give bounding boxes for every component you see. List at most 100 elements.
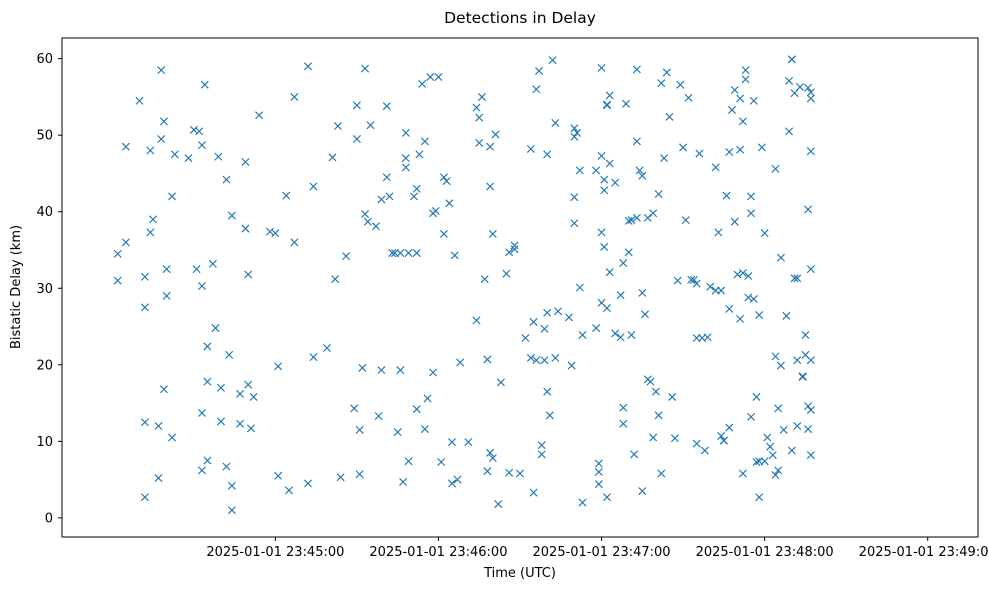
data-point (480, 275, 489, 284)
chart-title: Detections in Delay (444, 9, 596, 27)
data-point (605, 159, 614, 168)
y-tick-label: 30 (36, 282, 53, 297)
data-point (760, 229, 769, 238)
data-point (168, 192, 177, 201)
data-point (246, 424, 255, 433)
data-point (409, 192, 419, 201)
data-point (225, 350, 234, 359)
data-point (434, 73, 443, 82)
data-point (752, 457, 761, 467)
data-point (377, 366, 386, 375)
data-point (728, 105, 737, 114)
data-point (638, 288, 647, 297)
data-point (323, 343, 332, 352)
data-point (420, 425, 429, 434)
data-point (227, 506, 236, 515)
data-point (412, 184, 421, 193)
data-point (442, 177, 451, 186)
data-point (632, 213, 641, 222)
data-point (738, 117, 747, 126)
data-point (600, 186, 609, 195)
data-point (423, 394, 432, 403)
data-point (396, 366, 405, 375)
data-point (342, 252, 351, 261)
data-point (570, 193, 579, 202)
data-point (787, 446, 796, 455)
data-point (222, 175, 231, 184)
data-point (483, 467, 492, 476)
data-point (113, 276, 122, 285)
data-point (309, 182, 318, 191)
data-point (545, 411, 554, 420)
data-point (526, 144, 535, 153)
data-point (333, 122, 342, 131)
data-point (227, 211, 236, 220)
data-point (543, 150, 552, 159)
data-point (483, 355, 492, 364)
data-point (741, 75, 750, 84)
data-point (755, 311, 764, 320)
data-point (543, 308, 552, 317)
data-point (445, 199, 454, 208)
data-point (477, 92, 486, 101)
x-tick-label: 2025-01-01 23:45:00 (206, 545, 344, 560)
data-point (488, 229, 497, 238)
data-point (146, 146, 155, 155)
data-point (627, 216, 636, 225)
data-point (227, 481, 236, 490)
data-point (366, 121, 375, 130)
data-point (600, 175, 609, 184)
data-point (265, 227, 274, 236)
data-point (592, 166, 601, 175)
data-point (749, 96, 758, 105)
data-point (730, 86, 739, 95)
data-point (679, 143, 688, 152)
data-point (722, 191, 731, 200)
data-point (540, 324, 549, 333)
y-axis-title: Bistatic Delay (km) (9, 225, 24, 349)
data-point (448, 479, 457, 488)
data-point (638, 171, 647, 180)
data-point (486, 142, 495, 151)
data-point (475, 138, 484, 147)
data-point (431, 206, 440, 215)
data-point (662, 68, 671, 77)
data-point (619, 419, 628, 428)
data-point (774, 404, 783, 413)
data-point (159, 117, 168, 126)
data-point (719, 436, 728, 445)
data-point (529, 488, 538, 497)
data-point (244, 270, 253, 279)
data-point (399, 477, 408, 486)
data-point (741, 66, 750, 75)
data-point (543, 387, 552, 396)
data-point (592, 324, 601, 333)
data-point (197, 466, 206, 475)
data-point (575, 166, 584, 175)
data-point (374, 412, 383, 421)
x-tick-label: 2025-01-01 23:48:00 (696, 545, 834, 560)
data-point (684, 93, 693, 102)
data-point (464, 438, 473, 447)
data-point (448, 438, 457, 447)
data-point (594, 467, 603, 476)
data-point (303, 62, 312, 71)
data-point (736, 314, 745, 323)
data-point (388, 249, 397, 258)
x-tick-label: 2025-01-01 23:46:00 (369, 545, 507, 560)
data-point (486, 448, 495, 457)
data-point (670, 434, 679, 443)
y-tick-label: 60 (36, 52, 53, 67)
data-point (290, 92, 299, 101)
data-point (673, 276, 682, 285)
data-point (331, 275, 340, 284)
data-point (505, 248, 514, 257)
data-point (747, 412, 756, 421)
data-point (641, 310, 650, 319)
x-tick-label: 2025-01-01 23:47:00 (533, 545, 671, 560)
data-point (377, 195, 386, 204)
data-point (532, 85, 541, 94)
data-point (594, 480, 603, 489)
data-point (146, 228, 155, 237)
data-point (515, 469, 525, 478)
